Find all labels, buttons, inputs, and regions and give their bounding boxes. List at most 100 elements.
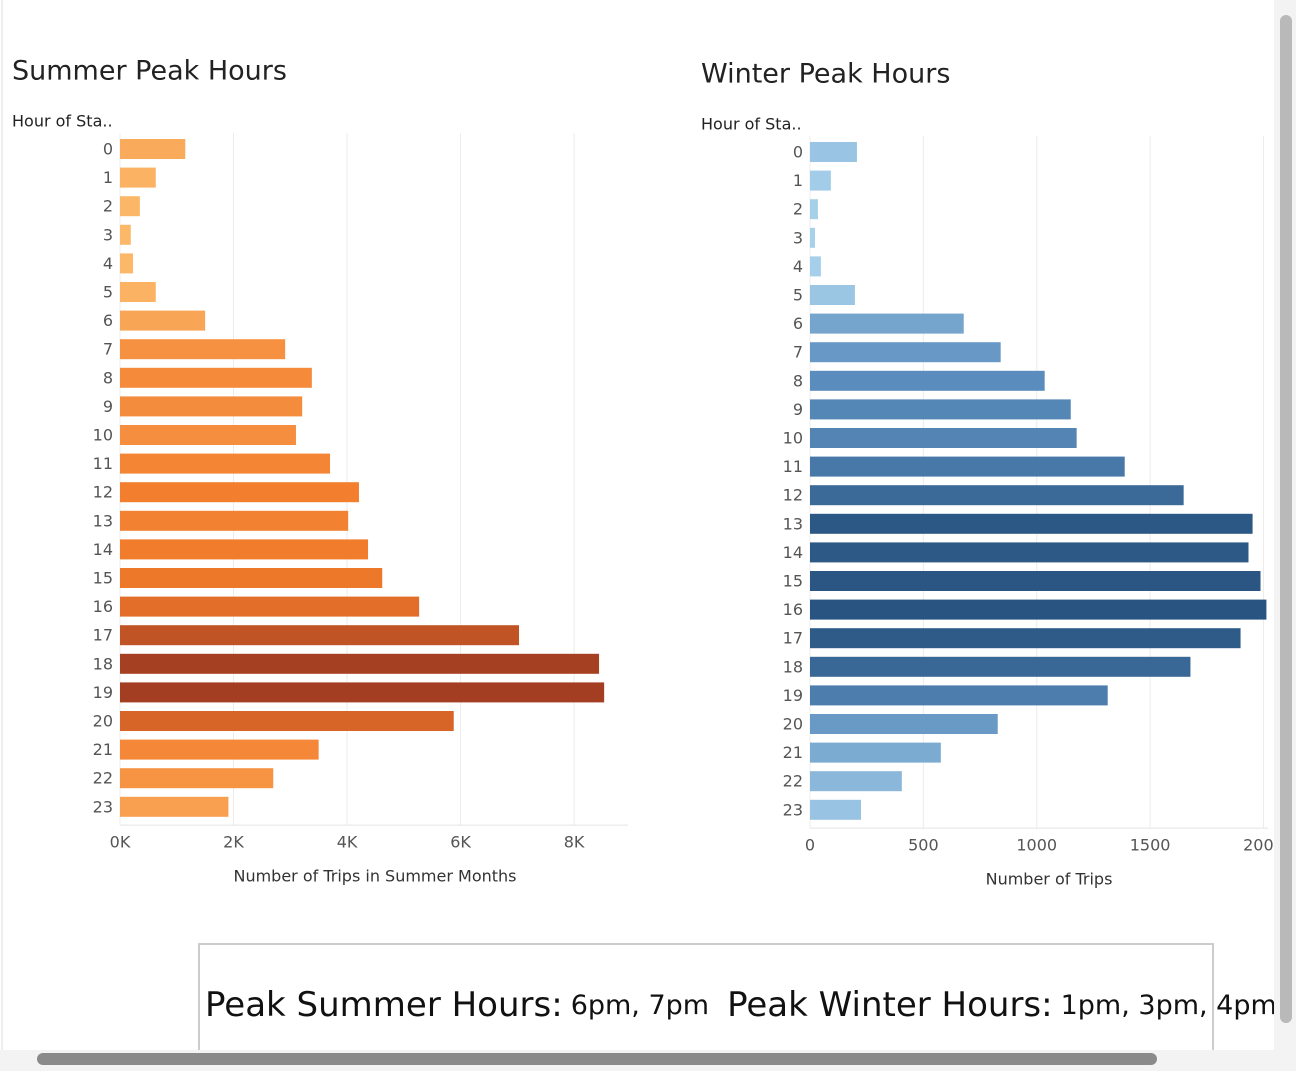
y-tick-label: 21 — [783, 743, 803, 762]
bar — [120, 510, 349, 531]
bar — [810, 799, 862, 820]
bar — [810, 771, 902, 792]
bar — [810, 742, 941, 763]
y-tick-label: 3 — [793, 228, 803, 247]
text-box — [198, 943, 1214, 1065]
x-tick-label: 6K — [450, 833, 471, 852]
x-tick-label: 500 — [908, 836, 939, 855]
bar — [120, 653, 600, 674]
x-tick-label: 8K — [564, 833, 585, 852]
bar — [120, 596, 420, 617]
bar — [120, 625, 520, 646]
bar — [120, 482, 359, 503]
bar — [810, 142, 857, 162]
y-tick-label: 20 — [93, 712, 113, 731]
y-tick-label: 7 — [793, 343, 803, 362]
y-tick-label: 19 — [783, 686, 803, 705]
y-tick-label: 11 — [783, 457, 803, 476]
bar — [120, 453, 331, 474]
y-tick-label: 16 — [783, 600, 803, 619]
bar — [120, 224, 131, 245]
y-tick-label: 18 — [783, 657, 803, 676]
x-tick-label: 4K — [337, 833, 358, 852]
y-tick-label: 2 — [793, 200, 803, 219]
bar — [810, 285, 855, 305]
bar — [120, 367, 312, 388]
x-tick-label: 0K — [110, 833, 131, 852]
bar — [120, 339, 286, 360]
y-tick-label: 23 — [783, 800, 803, 819]
y-tick-label: 5 — [793, 286, 803, 305]
y-tick-label: 2 — [103, 197, 113, 216]
bar — [810, 170, 831, 191]
bar — [810, 370, 1045, 391]
bar — [810, 428, 1077, 448]
y-tick-label: 12 — [93, 483, 113, 502]
bar — [810, 685, 1108, 706]
y-tick-label: 1 — [103, 168, 113, 187]
y-tick-label: 9 — [103, 397, 113, 416]
bar — [810, 513, 1253, 534]
y-tick-label: 6 — [793, 314, 803, 333]
bar — [810, 628, 1241, 649]
bar — [120, 253, 134, 274]
chart-title: Winter Peak Hours — [701, 59, 950, 90]
peak-label: Peak Winter Hours: — [727, 985, 1053, 1025]
v-scrollbar-thumb[interactable] — [1280, 15, 1292, 1023]
y-tick-label: 1 — [793, 171, 803, 190]
y-tick-label: 3 — [103, 225, 113, 244]
y-tick-label: 18 — [93, 654, 113, 673]
y-tick-label: 14 — [783, 543, 803, 562]
bar — [810, 227, 815, 248]
bar — [810, 342, 1001, 363]
peak-value: 6pm, 7pm — [571, 990, 709, 1021]
x-tick-label: 0 — [805, 836, 815, 855]
y-tick-label: 6 — [103, 311, 113, 330]
y-tick-label: 17 — [783, 629, 803, 648]
bar — [810, 313, 964, 334]
y-tick-label: 16 — [93, 597, 113, 616]
bar — [810, 714, 998, 734]
y-tick-label: 15 — [783, 572, 803, 591]
y-tick-label: 10 — [93, 426, 113, 445]
bar — [120, 739, 319, 760]
bar — [810, 485, 1184, 506]
y-tick-label: 7 — [103, 340, 113, 359]
bar — [120, 568, 383, 588]
peak-label: Peak Summer Hours: — [205, 985, 563, 1025]
x-axis-title: Number of Trips — [986, 870, 1113, 889]
y-tick-label: 14 — [93, 540, 113, 559]
x-axis-title: Number of Trips in Summer Months — [233, 867, 516, 886]
bar — [120, 282, 156, 302]
chart-title: Summer Peak Hours — [12, 56, 287, 87]
bar — [120, 539, 369, 560]
bar — [810, 399, 1071, 420]
y-tick-label: 13 — [93, 511, 113, 530]
bar — [810, 599, 1267, 620]
bar — [120, 196, 140, 217]
y-tick-label: 8 — [103, 368, 113, 387]
bar — [810, 256, 821, 277]
y-axis-title: Hour of Sta.. — [701, 115, 802, 134]
y-tick-label: 9 — [793, 400, 803, 419]
bar — [120, 796, 229, 817]
bar — [120, 310, 206, 331]
bar — [810, 542, 1249, 563]
y-tick-label: 8 — [793, 371, 803, 390]
y-tick-label: 20 — [783, 715, 803, 734]
peak-hours-text: Peak Summer Hours: 6pm, 7pm Peak Winter Ho… — [205, 985, 1277, 1025]
y-tick-label: 10 — [783, 429, 803, 448]
y-tick-label: 0 — [103, 140, 113, 159]
bar — [120, 167, 156, 188]
y-tick-label: 15 — [93, 569, 113, 588]
y-tick-label: 5 — [103, 283, 113, 302]
y-tick-label: 17 — [93, 626, 113, 645]
h-scrollbar-thumb[interactable] — [37, 1053, 1157, 1065]
bar — [120, 396, 303, 417]
y-tick-label: 23 — [93, 797, 113, 816]
bar — [120, 711, 454, 731]
bar — [120, 768, 274, 789]
bar — [120, 682, 605, 703]
